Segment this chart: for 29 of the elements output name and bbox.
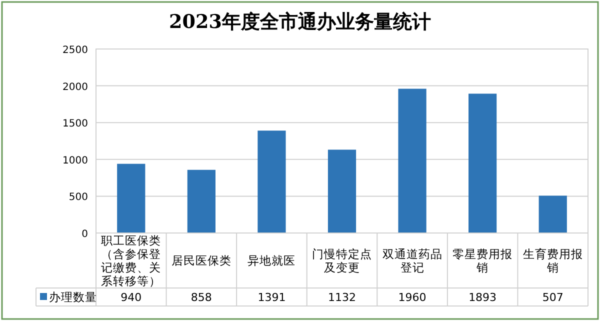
bar bbox=[538, 196, 567, 233]
x-tick-label: 居民医保类 bbox=[171, 254, 232, 268]
chart-title: 2023年度全市通办业务量统计 bbox=[169, 11, 431, 33]
bar bbox=[398, 88, 426, 233]
data-label: 940 bbox=[120, 291, 142, 304]
y-tick-label: 2000 bbox=[62, 82, 88, 93]
x-tick-label: 异地就医 bbox=[248, 254, 296, 268]
y-tick-label: 1000 bbox=[62, 155, 88, 166]
y-tick-label: 0 bbox=[82, 229, 88, 240]
legend-label: 办理数量 bbox=[49, 290, 97, 304]
bar bbox=[117, 164, 146, 233]
data-label: 1893 bbox=[468, 291, 497, 304]
data-label: 1960 bbox=[398, 291, 426, 304]
x-tick-label: 双通道药品登记 bbox=[382, 246, 442, 274]
data-label: 858 bbox=[190, 291, 212, 304]
data-label: 1391 bbox=[258, 291, 286, 304]
x-tick-label: 零星费用报销 bbox=[452, 246, 513, 274]
y-tick-label: 2500 bbox=[62, 45, 88, 56]
x-tick-label: 职工医保类（含参保登记缴费、关系转移等） bbox=[101, 233, 162, 288]
x-tick-label: 门慢特定点及变更 bbox=[312, 246, 372, 274]
data-label: 507 bbox=[542, 291, 564, 304]
bar bbox=[258, 130, 286, 233]
bar bbox=[328, 150, 356, 233]
data-label: 1132 bbox=[328, 291, 356, 304]
y-tick-label: 1500 bbox=[62, 118, 88, 130]
x-tick-label: 生育费用报销 bbox=[522, 246, 583, 274]
bar bbox=[187, 170, 216, 233]
bar bbox=[468, 94, 497, 233]
y-tick-label: 500 bbox=[68, 192, 88, 204]
